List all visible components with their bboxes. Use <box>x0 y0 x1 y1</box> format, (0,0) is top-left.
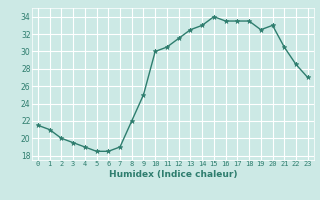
X-axis label: Humidex (Indice chaleur): Humidex (Indice chaleur) <box>108 170 237 179</box>
